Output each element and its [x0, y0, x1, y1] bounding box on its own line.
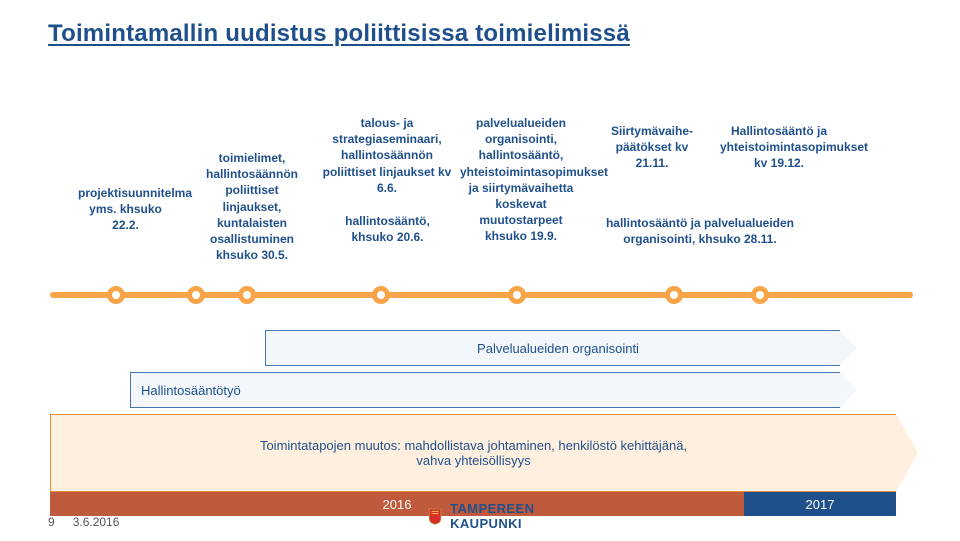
year-2016: 2016: [50, 492, 744, 516]
timeline-dot: [751, 286, 769, 304]
bubble-1: projektisuunnitelma yms. khsuko 22.2.: [78, 185, 173, 234]
arrow-label: Palvelualueiden organisointi: [477, 341, 639, 356]
bubble-2: toimielimet, hallintosäännön poliittiset…: [197, 150, 307, 263]
timeline-dot: [508, 286, 526, 304]
page-title: Toimintamallin uudistus poliittisissa to…: [48, 20, 630, 48]
big-arrow-line2: vahva yhteisöllisyys: [416, 453, 530, 468]
big-arrow-head: [896, 414, 918, 492]
year-label: 2017: [806, 497, 835, 512]
big-arrow: Toimintatapojen muutos: mahdollistava jo…: [50, 414, 896, 492]
page-number: 9: [48, 515, 55, 529]
bubble-5: palvelualueiden organisointi, hallintosä…: [460, 115, 582, 245]
timeline-dot: [187, 286, 205, 304]
arrow-palvelualueet: Palvelualueiden organisointi: [0, 330, 960, 366]
timeline-dot: [238, 286, 256, 304]
arrow-hallintosaanto: Hallintosääntötyö: [0, 372, 960, 408]
bubble-4: hallintosääntö, khsuko 20.6.: [330, 213, 445, 245]
bubble-8: Hallintosääntö ja yhteistoimintasopimuks…: [720, 123, 838, 172]
arrow-label: Hallintosääntötyö: [141, 383, 241, 398]
year-label: 2016: [383, 497, 412, 512]
footer-date: 3.6.2016: [73, 515, 120, 529]
big-arrow-line1: Toimintatapojen muutos: mahdollistava jo…: [260, 438, 687, 453]
timeline-dot: [372, 286, 390, 304]
brand: TAMPEREEN KAUPUNKI: [428, 501, 544, 531]
footer: 9 3.6.2016 TAMPEREEN KAUPUNKI: [48, 515, 137, 529]
bubble-6: Siirtymävaihe-päätökset kv 21.11.: [598, 123, 706, 172]
timeline-dot: [665, 286, 683, 304]
crest-icon: [428, 502, 442, 530]
timeline-dot: [107, 286, 125, 304]
year-2017: 2017: [744, 492, 896, 516]
brand-label: TAMPEREEN KAUPUNKI: [450, 501, 544, 531]
bubble-7: hallintosääntö ja palvelualueiden organi…: [595, 215, 805, 247]
timeline-bar: [50, 292, 913, 298]
bubble-layer: projektisuunnitelma yms. khsuko 22.2. to…: [0, 65, 960, 285]
bubble-3: talous- ja strategiaseminaari, hallintos…: [322, 115, 452, 196]
